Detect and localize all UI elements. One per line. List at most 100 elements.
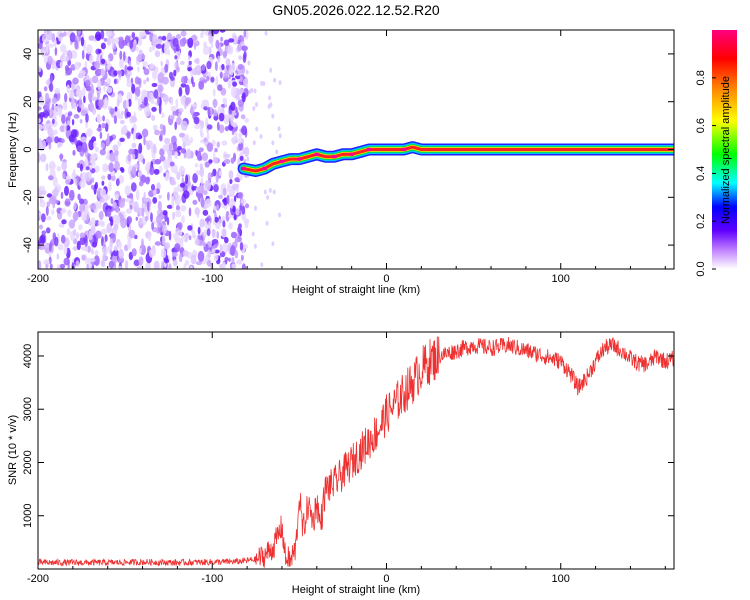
noise-speckle xyxy=(230,86,237,98)
noise-speckle xyxy=(190,254,197,265)
noise-speckle xyxy=(226,194,230,205)
noise-speckle xyxy=(52,118,55,125)
noise-speckle xyxy=(59,61,63,69)
noise-speckle xyxy=(44,244,50,248)
noise-speckle xyxy=(207,172,212,182)
noise-speckle xyxy=(150,212,153,223)
noise-speckle xyxy=(45,227,51,234)
noise-speckle xyxy=(219,244,223,254)
noise-speckle xyxy=(38,152,41,163)
noise-speckle xyxy=(126,208,131,214)
noise-speckle xyxy=(244,118,250,123)
noise-speckle xyxy=(251,231,255,237)
y-tick-label: 40 xyxy=(22,48,34,60)
noise-speckle xyxy=(151,221,155,230)
signal-peak-marker xyxy=(240,166,247,171)
noise-speckle xyxy=(232,205,236,213)
x-tick-label: -200 xyxy=(27,273,49,285)
noise-speckle xyxy=(51,97,58,104)
noise-speckle xyxy=(175,66,180,73)
noise-speckle xyxy=(235,95,241,101)
spectrogram-x-ticks: -200 -100 0 100 xyxy=(27,30,666,285)
noise-speckle xyxy=(218,124,225,134)
spectrogram-y-axis-label: Frequency (Hz) xyxy=(7,112,19,188)
noise-speckle xyxy=(221,63,225,71)
noise-speckle xyxy=(106,222,112,234)
spectrogram-x-axis-label: Height of straight line (km) xyxy=(292,284,420,296)
noise-speckle xyxy=(183,190,190,199)
noise-speckle xyxy=(204,179,211,191)
noise-speckle xyxy=(57,243,64,251)
x-tick-label: -200 xyxy=(27,573,49,585)
noise-speckle xyxy=(81,210,88,222)
noise-speckle xyxy=(237,44,242,52)
noise-speckle xyxy=(235,75,242,80)
noise-speckle xyxy=(85,79,91,88)
noise-speckle xyxy=(127,154,132,162)
noise-speckle xyxy=(105,155,110,160)
noise-speckle xyxy=(117,113,124,120)
noise-speckle xyxy=(193,42,197,50)
noise-speckle xyxy=(178,108,184,113)
noise-speckle xyxy=(54,136,60,144)
noise-speckle xyxy=(197,250,205,262)
spectrogram-y-ticks: -40 -20 0 20 40 xyxy=(22,48,674,253)
noise-speckle xyxy=(175,205,181,211)
noise-speckle xyxy=(170,96,174,106)
noise-speckle xyxy=(230,157,235,164)
noise-speckle xyxy=(185,139,192,146)
noise-speckle xyxy=(48,160,56,172)
noise-speckle xyxy=(214,147,218,153)
noise-speckle xyxy=(188,207,192,217)
noise-speckle xyxy=(142,158,146,165)
noise-speckle xyxy=(158,194,162,199)
noise-speckle xyxy=(212,98,218,109)
noise-speckle xyxy=(78,224,83,231)
noise-speckle xyxy=(248,88,252,94)
noise-speckle xyxy=(131,142,137,149)
noise-speckle xyxy=(202,45,210,56)
noise-speckle xyxy=(137,152,142,162)
noise-speckle xyxy=(234,250,239,259)
noise-speckle xyxy=(77,30,81,36)
noise-speckle xyxy=(238,223,242,230)
noise-speckle xyxy=(180,205,187,212)
noise-speckle xyxy=(175,209,182,218)
snr-x-ticks: -200 -100 0 100 xyxy=(27,332,666,585)
noise-speckle xyxy=(206,132,210,141)
noise-speckle xyxy=(185,174,189,185)
noise-speckle xyxy=(185,84,190,96)
noise-speckle xyxy=(229,178,233,184)
noise-speckle xyxy=(88,257,96,263)
noise-speckle xyxy=(102,246,109,255)
noise-speckle xyxy=(86,128,93,137)
noise-speckle xyxy=(131,83,136,94)
noise-speckle xyxy=(94,181,98,190)
noise-speckle xyxy=(72,168,76,177)
noise-speckle xyxy=(46,216,52,221)
noise-speckle xyxy=(240,199,247,204)
noise-speckle xyxy=(194,207,200,216)
noise-speckle xyxy=(125,99,129,109)
noise-speckle xyxy=(224,153,231,158)
noise-speckle xyxy=(173,186,178,198)
noise-speckle xyxy=(149,46,153,53)
noise-speckle xyxy=(100,42,106,50)
noise-speckle xyxy=(149,63,155,70)
noise-speckle xyxy=(212,88,216,97)
noise-speckle xyxy=(181,76,187,85)
noise-speckle xyxy=(244,220,249,229)
colorbar: 0.0 0.2 0.4 0.6 0.8 Normalized spectral ampl… xyxy=(695,30,737,277)
noise-speckle xyxy=(244,146,250,158)
noise-speckle xyxy=(223,204,228,210)
noise-speckle xyxy=(151,82,158,88)
noise-speckle xyxy=(42,34,47,40)
noise-speckle xyxy=(70,82,75,90)
noise-speckle xyxy=(60,44,67,53)
noise-speckle xyxy=(148,233,152,242)
noise-speckle xyxy=(230,245,236,257)
noise-speckle xyxy=(109,108,115,115)
noise-speckle xyxy=(49,263,53,269)
noise-speckle xyxy=(195,64,202,76)
noise-speckle xyxy=(97,99,104,108)
